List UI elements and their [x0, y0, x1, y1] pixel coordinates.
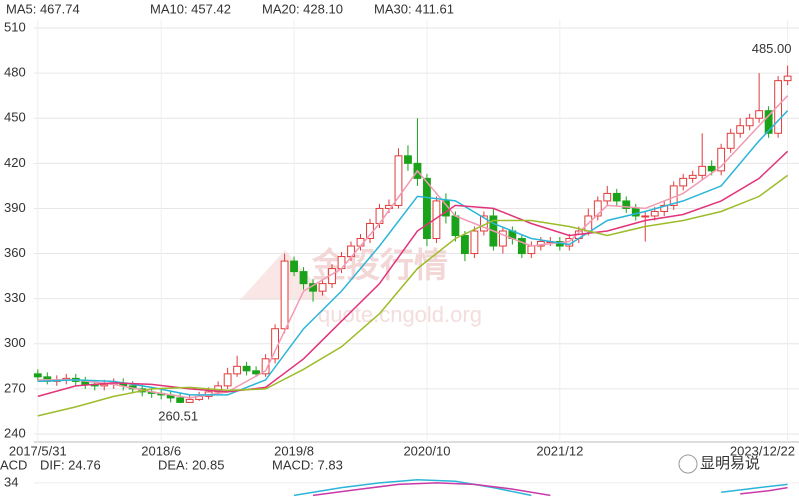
candle-body — [280, 260, 289, 330]
candle-body — [679, 177, 688, 187]
candle-body — [517, 238, 526, 255]
candle-body — [688, 174, 697, 179]
candle-body — [612, 192, 621, 202]
candle-body — [100, 383, 109, 387]
candle-body — [252, 370, 261, 375]
legend-entry: DEA: 20.85 — [158, 457, 225, 472]
candle-body — [233, 365, 242, 375]
candle-body — [650, 210, 659, 217]
legend-entry: DIF: 24.76 — [40, 457, 101, 472]
candle-body — [460, 235, 469, 255]
ma-line — [37, 150, 789, 398]
candle-body — [707, 165, 716, 172]
y-tick-label: 270 — [4, 380, 26, 395]
candle-body — [593, 200, 602, 217]
y-tick-label: 360 — [4, 245, 26, 260]
candle-body — [185, 398, 194, 403]
candle-body — [176, 397, 185, 403]
y-tick-label: 390 — [4, 200, 26, 215]
candle-body — [745, 117, 754, 127]
x-tick-label: 2021/12 — [536, 443, 583, 458]
legend-entry: MA10: 457.42 — [150, 1, 231, 16]
x-tick-label: 2019/8 — [274, 443, 314, 458]
candle-body — [726, 132, 735, 149]
candle-body — [774, 80, 783, 134]
badge-icon — [678, 454, 698, 474]
candle-body — [423, 177, 431, 240]
candle-body — [641, 215, 650, 218]
badge: 显明易说 — [700, 455, 760, 472]
candle-body — [603, 192, 612, 202]
ma-line — [37, 95, 789, 399]
candle-body — [299, 271, 308, 285]
x-tick-label: 2018/6 — [141, 443, 181, 458]
candle-body — [498, 230, 507, 247]
x-tick-label: 2023/12/22 — [730, 443, 795, 458]
candle-body — [394, 155, 403, 206]
candle-body — [404, 155, 412, 164]
y-tick-label: 330 — [4, 290, 26, 305]
candle-body — [470, 230, 479, 255]
y-tick-label: 510 — [4, 19, 26, 34]
ma-line — [37, 110, 789, 396]
y-tick-label: 420 — [4, 155, 26, 170]
candle-body — [764, 110, 773, 134]
candle-body — [318, 283, 327, 292]
candle-body — [261, 358, 270, 375]
watermark: quote.cngold.org — [318, 302, 482, 327]
candle-body — [527, 245, 536, 255]
price-annotation: 485.00 — [752, 41, 792, 56]
candle-body — [717, 147, 726, 172]
ma-line — [37, 174, 789, 417]
candle-body — [242, 365, 251, 372]
candle-body — [223, 373, 232, 387]
y-tick-label: 300 — [4, 335, 26, 350]
legend-entry: MA20: 428.10 — [262, 1, 343, 16]
y-tick-label: 34 — [4, 474, 18, 489]
x-tick-label: 2020/10 — [403, 443, 450, 458]
candle-body — [783, 75, 792, 82]
indicator-line — [312, 482, 788, 497]
legend-entry: MA5: 467.74 — [6, 1, 80, 16]
y-tick-label: 240 — [4, 425, 26, 440]
legend-entry: MACD: 7.83 — [272, 457, 343, 472]
candle-body — [698, 165, 707, 176]
candle-body — [451, 215, 460, 237]
panel-title: ACD — [0, 457, 27, 472]
candle-body — [33, 373, 42, 378]
legend-entry: MA30: 411.61 — [374, 1, 454, 16]
candle-body — [385, 204, 393, 209]
candle-body — [755, 110, 764, 119]
y-tick-label: 450 — [4, 110, 26, 125]
y-tick-label: 480 — [4, 65, 26, 80]
indicator-line — [293, 478, 788, 497]
candle-body — [736, 125, 745, 134]
x-tick-label: 2017/5/31 — [9, 443, 67, 458]
price-annotation: 260.51 — [158, 409, 198, 424]
candle-body — [290, 260, 298, 273]
candle-body — [622, 200, 631, 209]
